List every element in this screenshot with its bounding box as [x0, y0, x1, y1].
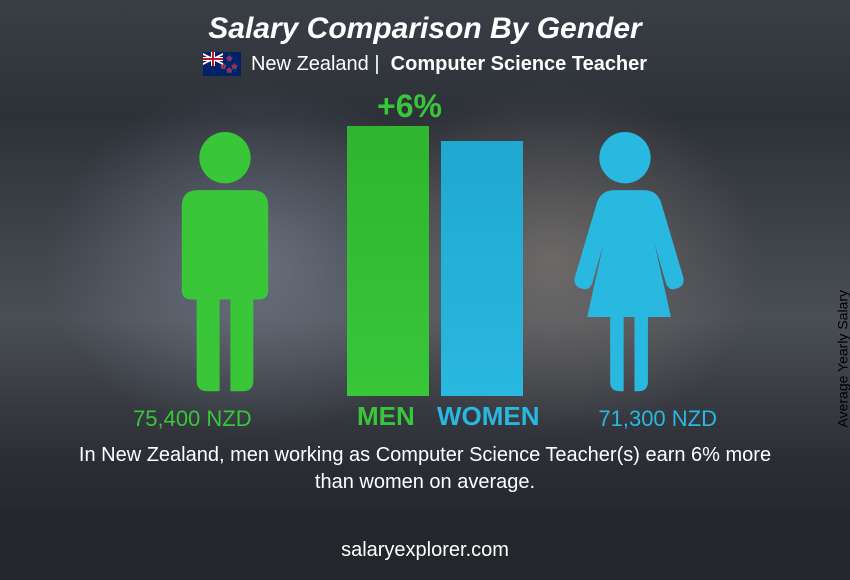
male-salary-label: 75,400 NZD	[133, 406, 252, 432]
infographic-container: Salary Comparison By Gender ★★★★ New Zea…	[0, 0, 850, 580]
female-icon	[555, 128, 695, 398]
male-icon	[155, 128, 295, 398]
page-title: Salary Comparison By Gender	[208, 12, 641, 46]
subtitle-row: ★★★★ New Zealand | Computer Science Teac…	[203, 52, 647, 76]
subtitle-text: New Zealand | Computer Science Teacher	[251, 53, 647, 76]
separator: |	[374, 53, 379, 75]
nz-flag-icon: ★★★★	[203, 52, 241, 76]
bar-male	[347, 126, 429, 396]
footer-source: salaryexplorer.com	[0, 539, 850, 562]
chart-area: +6% 75,400 NZD MEN WOMEN 71,300 NZD	[105, 80, 745, 440]
female-salary-label: 71,300 NZD	[598, 406, 717, 432]
bar-female	[441, 141, 523, 396]
job-title-label: Computer Science Teacher	[391, 53, 647, 75]
female-gender-label: WOMEN	[437, 401, 540, 432]
yaxis-label: Average Yearly Salary	[834, 290, 850, 428]
country-label: New Zealand	[251, 53, 369, 75]
male-gender-label: MEN	[357, 401, 415, 432]
difference-label: +6%	[377, 88, 442, 125]
caption-text: In New Zealand, men working as Computer …	[65, 442, 785, 496]
